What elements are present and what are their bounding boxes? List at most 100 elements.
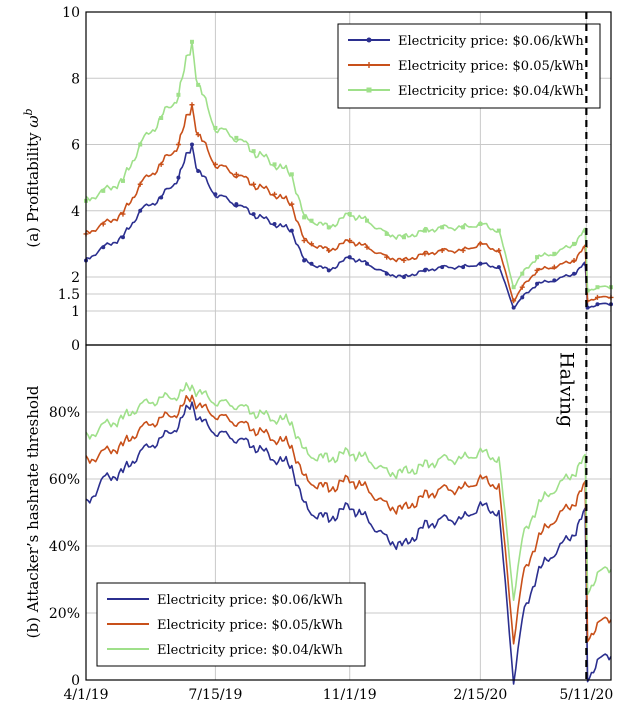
series-point [101,245,106,250]
series-line [85,401,612,685]
series-point [364,261,369,266]
y-axis-label-b: (b) Attacker’s hashrate threshold [24,385,42,638]
series-point [401,235,406,240]
series-point [309,218,314,223]
series-point [347,238,353,244]
y-tick-label: 60% [49,472,80,488]
series-point [585,288,590,293]
series-point [440,225,445,230]
y-tick-label: 80% [49,405,80,421]
series-point [401,257,407,263]
series-point [496,228,501,233]
y-tick-label: 20% [49,606,80,622]
panel-b-hashrate-threshold: 0 20% 40% 60% 80% Electricity price: $0.06/kW… [49,344,612,689]
series-point [519,284,525,290]
series-point [594,294,600,300]
y-tick-label: 2 [71,270,80,286]
legend: Electricity price: $0.06/kWh Electricity … [337,23,601,109]
series-point [439,248,445,253]
series-point [234,202,239,207]
series-point [302,258,307,263]
series-point [511,285,516,290]
series-point [251,212,256,217]
series-line [85,382,612,601]
legend-label: Electricity price: $0.06/kWh [398,34,584,49]
legend-label: Electricity price: $0.05/kWh [398,59,584,74]
y-tick-label: 0 [71,673,80,689]
series-point [461,265,466,270]
legend-label: Electricity price: $0.05/kWh [157,618,343,633]
series-point [189,39,194,44]
x-tick-label: 4/1/19 [63,687,108,703]
series-point [572,241,577,246]
y-tick-label: 40% [49,539,80,555]
series-point [196,82,201,87]
series-point [401,275,406,279]
series-point [535,255,540,260]
series-point [213,192,218,197]
series-point [422,228,427,233]
series-point [571,257,577,263]
plot-frame [85,344,612,681]
series-point [422,251,428,257]
series-point [189,102,195,108]
series-point [552,278,557,283]
series-point [520,271,525,276]
legend-label: Electricity price: $0.04/kWh [157,643,343,658]
series-point [289,172,294,177]
series-point [460,248,466,253]
series-point [309,261,314,266]
series-point [137,181,143,187]
series-point [364,218,369,223]
series-point [272,162,277,167]
series-point [120,235,125,240]
y-tick-label: 0 [71,338,80,354]
legend-marker [366,87,372,93]
series-point [534,267,540,273]
series-point [440,265,445,270]
x-tick-label: 11/1/19 [323,687,377,703]
series-point [309,241,315,247]
series-point [196,169,201,173]
series-point [302,215,307,220]
series-point [138,208,143,213]
series-point [511,298,517,304]
series-point [158,161,164,167]
y-tick-label: 6 [71,138,80,154]
series-line [85,143,612,310]
series-point [572,271,577,276]
series-point [551,264,557,270]
y-tick-label: 1 [71,304,80,320]
series-point [159,195,164,200]
series-point [120,178,125,183]
series-point [347,255,352,260]
legend-label: Electricity price: $0.06/kWh [157,593,343,608]
series-point [478,261,483,266]
series-point [583,228,588,233]
series-point [251,149,256,154]
series-point [233,171,239,177]
series-point [195,132,201,138]
series-point [520,295,525,300]
series-line [85,394,612,645]
series-point [461,225,466,230]
series-point [272,222,277,226]
series-point [301,238,307,244]
series-point [595,302,600,307]
halving-label: Halving [555,352,577,427]
x-tick-label: 7/15/19 [188,687,242,703]
series-point [384,231,389,236]
series-point [326,268,331,273]
series-point [595,285,600,290]
series-point [326,225,331,230]
series-point [212,161,218,167]
x-tick-label: 2/15/20 [453,687,507,703]
series-point [234,135,239,140]
series-point [159,116,164,120]
series-point [422,268,427,273]
series-point [477,241,483,247]
series-point [289,201,295,207]
y-axis-label-a: (a) Profitability ωb [22,108,42,247]
x-tick-label: 5/11/20 [559,687,613,703]
